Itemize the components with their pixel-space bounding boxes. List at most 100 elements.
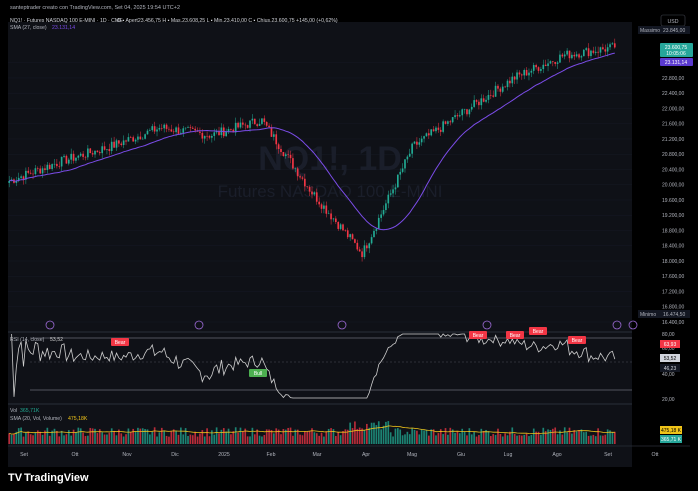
volume-bar (72, 429, 75, 444)
massimo-label: Massimo (640, 28, 660, 34)
volume-bar (34, 432, 37, 444)
candle-body (425, 133, 428, 137)
volume-bar (506, 435, 509, 444)
symbol-line[interactable]: NQ1! · Futures NASDAQ 100 E-MINI · 1D · … (10, 18, 123, 24)
volume-bar (556, 434, 559, 444)
candle-body (385, 203, 387, 211)
candle-body (537, 67, 540, 71)
volume-bar (327, 428, 330, 444)
volume-bar (361, 428, 363, 444)
candle-body (451, 117, 454, 123)
volume-bar (504, 433, 506, 444)
price-tick-label: 18.000,00 (662, 259, 684, 265)
candle-body (218, 131, 220, 136)
candle-body (413, 141, 416, 144)
volume-bar (540, 434, 542, 444)
candle-body (98, 152, 101, 154)
sma-legend-label[interactable]: SMA (27, close) (10, 25, 47, 31)
sma-price-badge (660, 58, 693, 66)
candle-body (461, 109, 464, 116)
candle-body (427, 133, 430, 136)
volume-bar (523, 434, 526, 444)
candle-body (101, 146, 104, 154)
vol-sma-badge-value: 475,18 K (661, 428, 682, 434)
volume-bar (449, 427, 452, 444)
candle-body (29, 172, 32, 174)
tradingview-logo[interactable]: TV TradingView (8, 472, 89, 484)
volume-bar (425, 429, 428, 444)
volume-bar (466, 435, 468, 444)
candle-body (113, 141, 115, 148)
candle-body (160, 128, 163, 129)
volume-bar (215, 427, 218, 444)
grid (8, 62, 632, 323)
candle-body (256, 124, 258, 126)
candle-body (27, 170, 30, 173)
volume-bar (163, 430, 166, 444)
volume-bar (115, 435, 118, 444)
candle-body (590, 50, 592, 57)
candle-body (349, 234, 351, 238)
currency-label: USD (668, 19, 679, 25)
volume-bar (113, 430, 115, 444)
candle-body (325, 205, 328, 214)
time-tick-label: Ago (552, 452, 561, 458)
candle-body (506, 80, 509, 88)
volume-bar (406, 431, 409, 444)
volume-bar (325, 431, 328, 444)
candle-body (566, 50, 568, 55)
candle-body (401, 168, 404, 172)
event-icon (45, 320, 55, 330)
volume-bar (470, 434, 473, 444)
candle-body (144, 134, 146, 139)
volume-bar (430, 429, 433, 444)
volume-bar (191, 435, 194, 444)
volume-bar (48, 435, 51, 444)
volume-bar (263, 435, 266, 444)
price-tick-label: 17.600,00 (662, 274, 684, 280)
candle-body (304, 178, 306, 187)
volume-bar (149, 434, 151, 444)
volume-bar (418, 434, 421, 444)
volume-bar (368, 427, 371, 444)
volume-bar (15, 431, 18, 444)
price-axis[interactable]: 23.200,0022.800,0022.400,0022.000,0021.6… (662, 61, 684, 326)
volume-bar (461, 428, 464, 444)
candle-body (602, 47, 604, 50)
volume-bar (273, 433, 275, 444)
volume-bar (439, 429, 442, 444)
price-tick-label: 22.400,00 (662, 91, 684, 97)
rsi-axis-label: 80,00 (662, 332, 675, 338)
volume-bar (320, 432, 323, 444)
candle-body (134, 139, 137, 142)
candle-body (470, 106, 473, 110)
candle-body (53, 163, 56, 165)
candle-body (41, 168, 44, 174)
volume-bar (194, 431, 197, 444)
volume-bar (489, 436, 492, 444)
volume-bar (203, 436, 206, 444)
candle-body (199, 131, 201, 133)
vol-sma-legend-label[interactable]: SMA (20, Vol, Volume) (10, 416, 62, 422)
rsi-signal-label: Bear (510, 333, 521, 339)
event-icon (337, 320, 347, 330)
candle-body (44, 168, 46, 171)
volume-bar (39, 431, 42, 444)
rsi-legend-label[interactable]: RSI (14, close) (10, 337, 45, 343)
volume-bar (609, 430, 611, 444)
candle-body (137, 136, 139, 140)
candle-body (597, 51, 599, 53)
volume-bar (165, 435, 168, 444)
candle-body (561, 54, 564, 57)
candle-body (282, 151, 285, 157)
candle-body (592, 50, 595, 53)
vol-legend-label[interactable]: Vol (10, 408, 17, 414)
candle-body (206, 135, 208, 137)
volume-bar (535, 431, 537, 444)
candle-body (551, 61, 554, 62)
time-tick-label: Set (20, 452, 28, 458)
candle-body (242, 122, 244, 125)
candle-body (17, 177, 20, 181)
time-axis[interactable]: Set Ott Nov Dic 2025 Feb Mar Apr Mag Giu Lug Ago Set… (20, 452, 659, 458)
candle-body (611, 43, 614, 45)
